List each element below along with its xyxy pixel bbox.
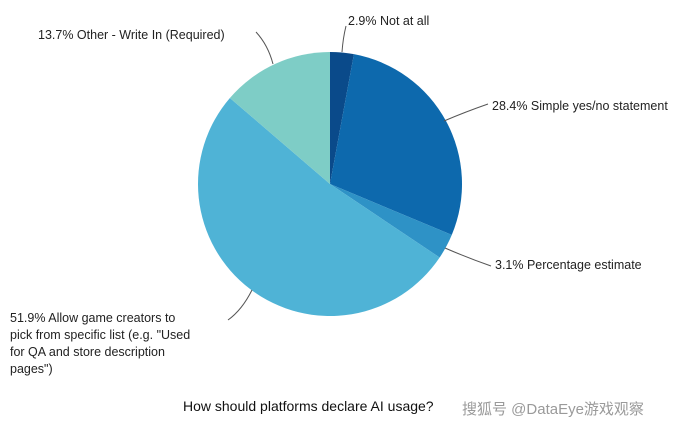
- label-simple-yes-no: 28.4% Simple yes/no statement: [492, 99, 668, 113]
- leader-line-allow-list: [255, 31, 274, 65]
- label-other-write-in: 13.7% Other - Write In (Required): [38, 28, 225, 42]
- leader-line-not-at-all: [341, 25, 347, 53]
- label-not-at-all: 2.9% Not at all: [348, 14, 430, 28]
- chart-title: How should platforms declare AI usage?: [183, 398, 434, 414]
- pie-slice-simple-yes-no: [330, 54, 463, 235]
- label-line: for QA and store description: [10, 345, 165, 359]
- pie-slice-percentage-estimate: [330, 184, 452, 258]
- pie-slice-allow-list: [198, 97, 440, 316]
- leader-line-simple-yes-no: [443, 103, 489, 122]
- label-line: pick from specific list (e.g. "Used: [10, 328, 191, 342]
- pie-slice-not-at-all: [330, 52, 354, 184]
- label-allow-list: 51.9% Allow game creators to pick from s…: [10, 310, 190, 378]
- leader-line-percentage-estimate: [444, 247, 492, 267]
- pie-slice-other-write-in: [229, 52, 330, 184]
- watermark: 搜狐号 @DataEye游戏观察: [462, 401, 644, 418]
- leader-line-other-write-in: [227, 289, 253, 321]
- label-percentage-estimate: 3.1% Percentage estimate: [495, 258, 642, 272]
- label-line: pages"): [10, 362, 53, 376]
- label-line: 51.9% Allow game creators to: [10, 311, 176, 325]
